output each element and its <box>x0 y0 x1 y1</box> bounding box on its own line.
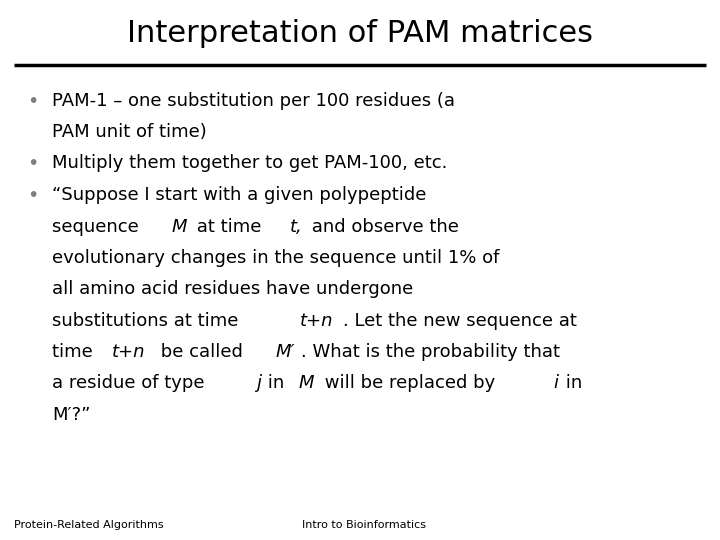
Text: PAM-1 – one substitution per 100 residues (a: PAM-1 – one substitution per 100 residue… <box>52 92 455 110</box>
Text: t+n: t+n <box>300 312 333 329</box>
Text: sequence: sequence <box>52 218 144 235</box>
Text: evolutionary changes in the sequence until 1% of: evolutionary changes in the sequence unt… <box>52 249 499 267</box>
Text: PAM unit of time): PAM unit of time) <box>52 123 207 141</box>
Text: Interpretation of PAM matrices: Interpretation of PAM matrices <box>127 19 593 48</box>
Text: a residue of type: a residue of type <box>52 374 210 392</box>
Text: be called: be called <box>155 343 248 361</box>
Text: •: • <box>27 92 39 111</box>
Text: and observe the: and observe the <box>306 218 459 235</box>
Text: M: M <box>299 374 314 392</box>
Text: will be replaced by: will be replaced by <box>319 374 500 392</box>
Text: Intro to Bioinformatics: Intro to Bioinformatics <box>302 520 426 530</box>
Text: M: M <box>171 218 186 235</box>
Text: t+n: t+n <box>112 343 145 361</box>
Text: •: • <box>27 154 39 173</box>
Text: in: in <box>263 374 290 392</box>
Text: substitutions at time: substitutions at time <box>52 312 244 329</box>
Text: M′?”: M′?” <box>52 406 90 423</box>
Text: •: • <box>27 186 39 205</box>
Text: time: time <box>52 343 99 361</box>
Text: at time: at time <box>192 218 267 235</box>
Text: . Let the new sequence at: . Let the new sequence at <box>343 312 577 329</box>
Text: M′: M′ <box>276 343 295 361</box>
Text: j: j <box>256 374 261 392</box>
Text: t,: t, <box>289 218 302 235</box>
Text: . What is the probability that: . What is the probability that <box>301 343 560 361</box>
Text: all amino acid residues have undergone: all amino acid residues have undergone <box>52 280 413 298</box>
Text: Protein-Related Algorithms: Protein-Related Algorithms <box>14 520 164 530</box>
Text: “Suppose I start with a given polypeptide: “Suppose I start with a given polypeptid… <box>52 186 426 204</box>
Text: in: in <box>560 374 582 392</box>
Text: i: i <box>554 374 559 392</box>
Text: Multiply them together to get PAM-100, etc.: Multiply them together to get PAM-100, e… <box>52 154 447 172</box>
